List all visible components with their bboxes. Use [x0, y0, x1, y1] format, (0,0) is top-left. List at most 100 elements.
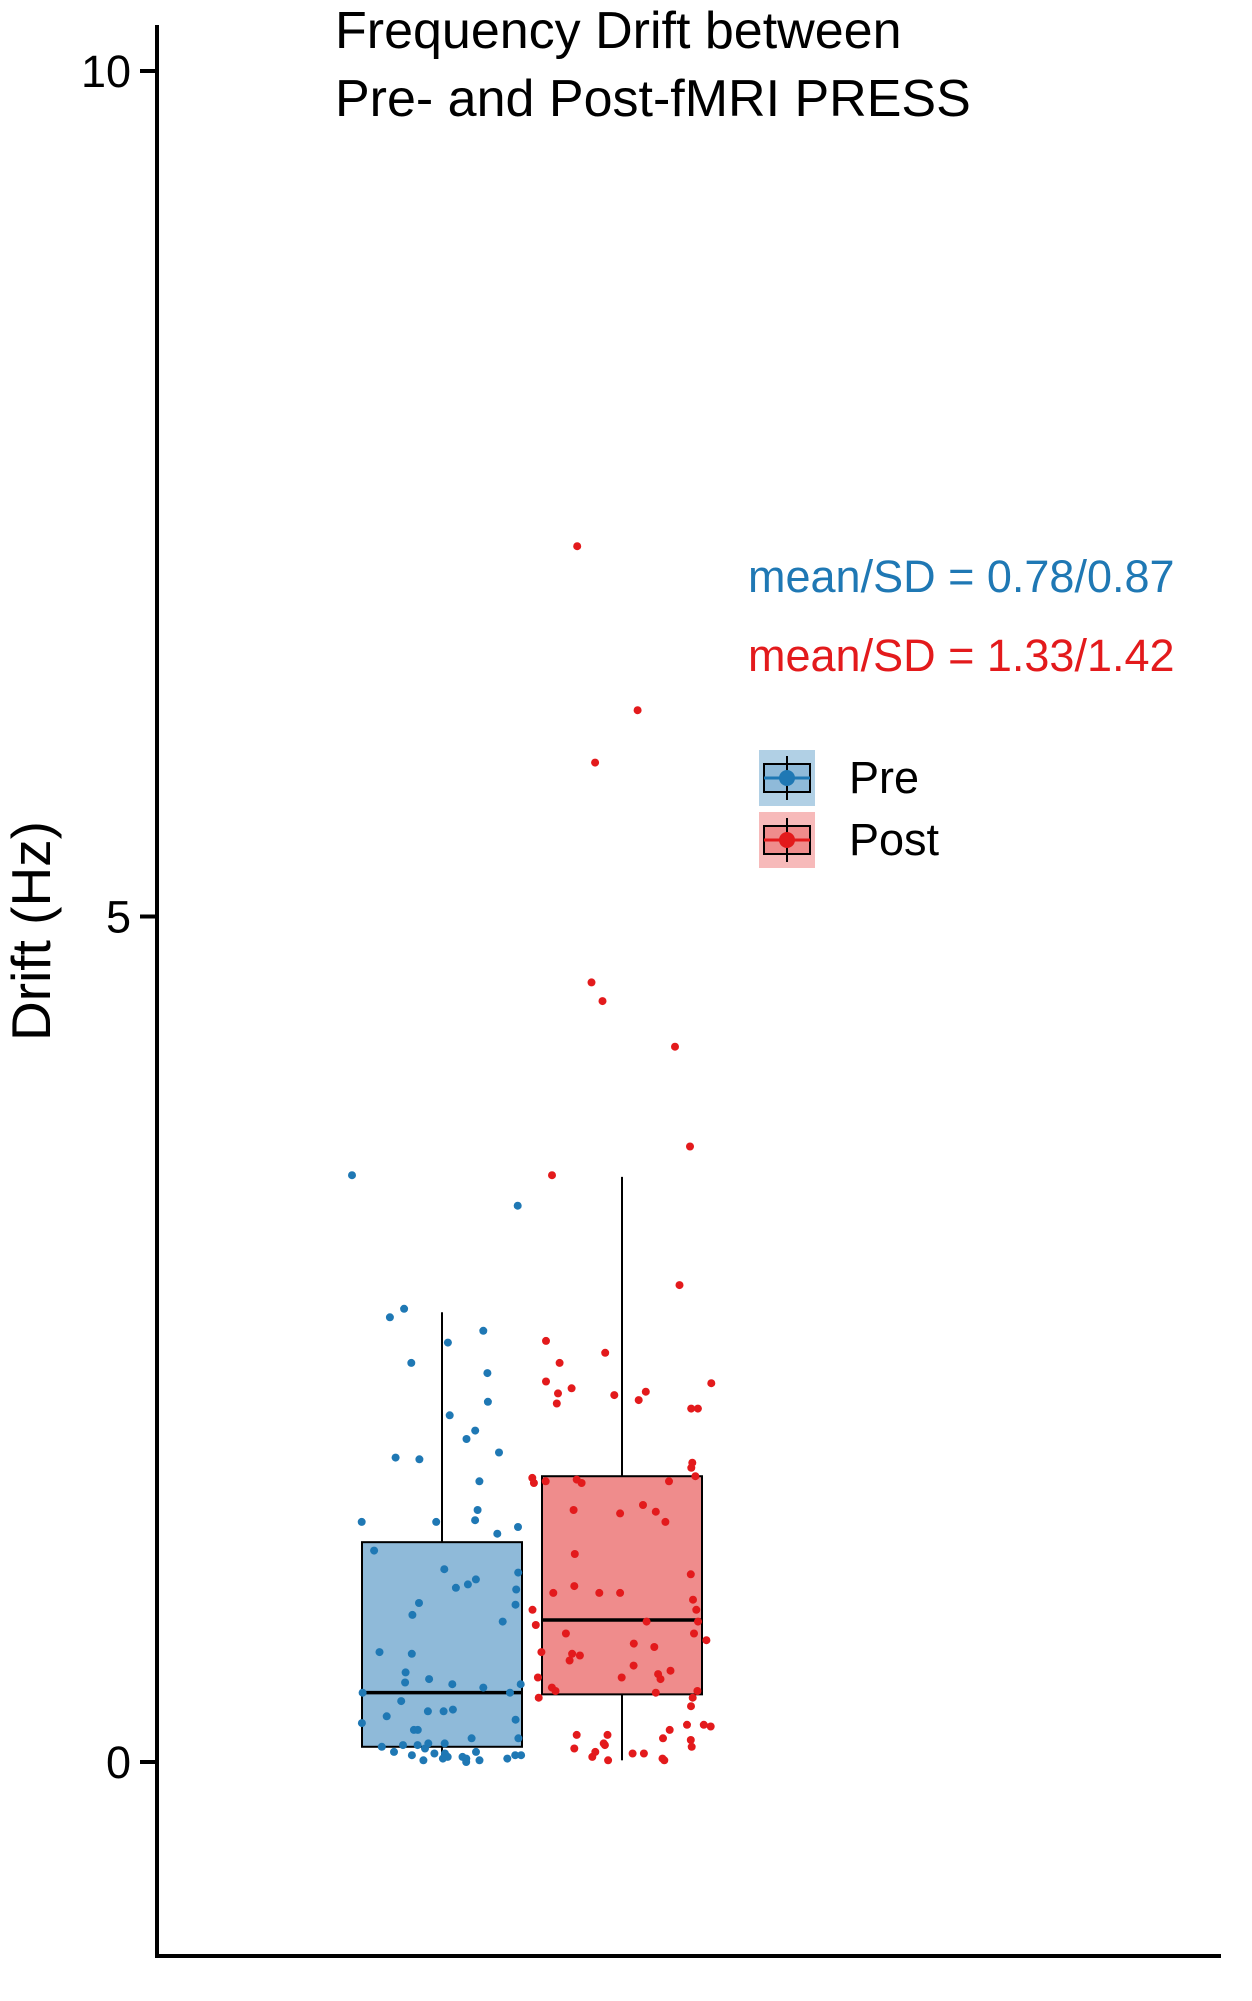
pre-data-point	[385, 1313, 394, 1322]
chart-title-line-1: Frequency Drift between	[335, 2, 902, 60]
post-data-point	[651, 1507, 660, 1516]
post-data-point	[552, 1399, 561, 1408]
pre-data-point	[495, 1448, 503, 1457]
pre-data-point	[407, 1649, 416, 1658]
pre-data-point	[448, 1680, 457, 1689]
post-data-point	[587, 978, 596, 987]
pre-data-point	[514, 1734, 523, 1743]
pre-data-point	[483, 1369, 492, 1378]
pre-data-point	[479, 1683, 488, 1692]
pre-data-point	[498, 1617, 507, 1626]
post-data-point	[600, 1741, 609, 1750]
pre-data-point	[375, 1648, 384, 1657]
legend: Pre Post	[759, 750, 940, 868]
post-data-point	[659, 1734, 667, 1743]
pre-data-point	[407, 1751, 416, 1760]
post-data-point	[694, 1617, 702, 1626]
post-data-point	[629, 1661, 638, 1670]
post-data-point	[639, 1749, 648, 1758]
pre-data-point	[401, 1668, 410, 1677]
pre-data-point	[517, 1751, 526, 1760]
post-data-point	[707, 1379, 716, 1388]
y-axis-label: Drift (Hz)	[0, 821, 62, 1041]
post-data-point	[616, 1509, 625, 1518]
post-data-point	[675, 1281, 684, 1290]
pre-data-point	[390, 1747, 398, 1756]
post-data-point	[686, 1736, 695, 1744]
pre-data-point	[440, 1739, 449, 1748]
post-data-point	[542, 1336, 550, 1345]
post-data-point	[651, 1688, 660, 1697]
post-data-point	[551, 1687, 560, 1695]
pre-data-point	[479, 1326, 488, 1335]
post-data-point	[639, 1501, 647, 1509]
post-data-point	[702, 1636, 711, 1645]
post-data-point	[641, 1387, 650, 1396]
post-data-point	[699, 1720, 708, 1729]
pre-data-point	[511, 1600, 520, 1609]
post-data-point	[572, 1475, 581, 1484]
annotation-pre-mean-sd: mean/SD = 0.78/0.87	[748, 551, 1175, 602]
pre-data-point	[512, 1585, 521, 1594]
post-data-point	[567, 1384, 576, 1393]
post-data-point	[542, 1377, 550, 1386]
post-data-point	[603, 1730, 612, 1739]
pre-data-point	[511, 1715, 520, 1724]
post-data-point	[692, 1605, 701, 1614]
legend-key-pre	[759, 750, 815, 806]
pre-data-point	[463, 1580, 472, 1589]
pre-data-point	[471, 1516, 480, 1525]
pre-data-point	[413, 1741, 422, 1750]
post-data-point	[616, 1588, 625, 1597]
pre-data-point	[516, 1680, 525, 1689]
pre-data-point	[399, 1741, 407, 1750]
post-data-point	[691, 1472, 700, 1481]
legend-label-pre: Pre	[849, 752, 919, 803]
post-data-point	[650, 1643, 659, 1651]
post-data-point	[565, 1656, 574, 1665]
post-data-point	[570, 1744, 579, 1753]
pre-data-point	[493, 1529, 502, 1538]
pre-data-point	[514, 1568, 523, 1577]
pre-data-point	[415, 1599, 423, 1607]
post-data-point	[687, 1404, 696, 1413]
pre-data-point	[357, 1517, 366, 1526]
post-data-point	[531, 1621, 540, 1629]
post-data-point	[595, 1588, 604, 1597]
pre-data-point	[514, 1523, 522, 1531]
post-data-point	[537, 1648, 546, 1657]
pre-data-point	[382, 1712, 391, 1721]
post-data-point	[634, 1396, 643, 1405]
post-data-point	[671, 1042, 679, 1051]
y-tick-label: 10	[81, 46, 131, 97]
post-data-point	[642, 1617, 651, 1626]
pre-data-point	[445, 1411, 454, 1420]
post-data-point	[601, 1348, 610, 1357]
pre-data-point	[472, 1747, 480, 1756]
post-data-point	[610, 1391, 619, 1400]
pre-data-point	[357, 1719, 366, 1728]
post-data-point	[665, 1477, 673, 1486]
post-data-point	[688, 1693, 697, 1702]
pre-data-point	[400, 1304, 409, 1313]
post-data-point	[569, 1506, 578, 1514]
pre-data-point	[419, 1756, 428, 1765]
post-data-point	[617, 1673, 626, 1682]
pre-data-point	[401, 1678, 410, 1687]
pre-data-point	[348, 1171, 356, 1180]
post-data-point	[573, 542, 582, 551]
pre-data-point	[438, 1754, 447, 1763]
chart-title-line-2: Pre- and Post-fMRI PRESS	[335, 70, 971, 128]
pre-data-point	[448, 1705, 457, 1714]
pre-data-point	[425, 1675, 434, 1684]
post-data-point	[554, 1389, 562, 1398]
post-data-point	[683, 1720, 691, 1729]
y-tick-label: 5	[106, 892, 131, 943]
post-data-point	[591, 758, 600, 767]
pre-data-point	[439, 1707, 448, 1716]
post-data-point	[541, 1477, 550, 1486]
pre-data-point	[471, 1426, 480, 1435]
post-data-point	[548, 1171, 556, 1180]
pre-data-point	[407, 1358, 416, 1367]
pre-data-point	[415, 1455, 424, 1464]
